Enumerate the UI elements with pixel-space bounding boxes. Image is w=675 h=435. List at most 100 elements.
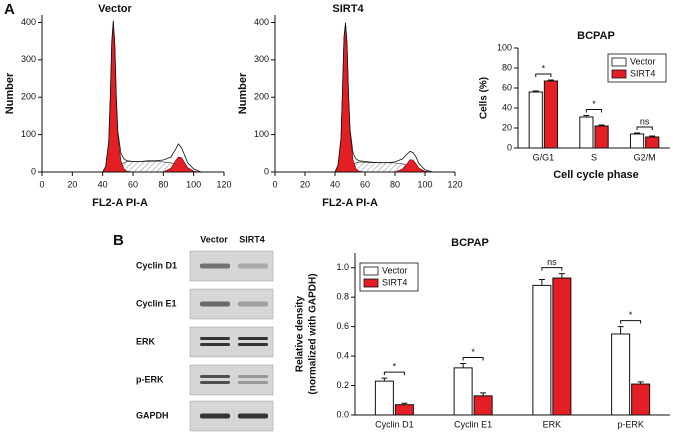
significance-bracket [585, 109, 603, 113]
y-tick-label: 200 [254, 92, 269, 102]
y-axis-label: Relative density [295, 295, 306, 372]
y-tick-label: 400 [254, 17, 269, 27]
y-tick-label: 100 [254, 129, 269, 139]
x-tick-label: 80 [158, 179, 168, 189]
bar [528, 91, 543, 149]
blot-band [238, 301, 268, 307]
blot-row-label: GAPDH [136, 410, 169, 420]
error-bar [637, 381, 644, 385]
y-axis-label: Number [237, 72, 249, 114]
bar [473, 395, 493, 416]
blot-row-label: Cyclin D1 [136, 260, 177, 270]
error-bar [401, 402, 408, 405]
y-tick-label: 0.4 [336, 350, 349, 360]
x-tick-label: 80 [390, 179, 400, 189]
bar [453, 367, 473, 416]
significance-label: ns [640, 116, 650, 126]
x-tick-label: 100 [186, 179, 201, 189]
x-tick-label: G2/M [634, 152, 656, 162]
legend-label: SIRT4 [630, 68, 655, 78]
y-tick-label: 0 [31, 166, 36, 176]
error-bar [538, 279, 545, 286]
x-axis-label: Cell cycle phase [553, 169, 639, 181]
y-tick-label: 0.6 [336, 321, 349, 331]
bar [611, 333, 631, 416]
x-tick-label: 120 [216, 179, 231, 189]
y-tick-label: 400 [21, 17, 36, 27]
chart-title: SIRT4 [332, 3, 364, 15]
y-tick-label: 0 [264, 166, 269, 176]
y-tick-label: 100 [497, 42, 512, 52]
legend-swatch [611, 57, 627, 67]
blot-band [200, 413, 230, 419]
bar [631, 383, 651, 416]
significance-label: * [629, 310, 633, 320]
error-bar [532, 90, 539, 92]
x-tick-label: 120 [447, 179, 462, 189]
blot-row-label: Cyclin E1 [136, 298, 177, 308]
error-bar [634, 132, 641, 134]
significance-label: * [471, 347, 475, 357]
y-tick-label: 200 [21, 92, 36, 102]
legend-label: SIRT4 [382, 277, 407, 287]
peak-area [334, 24, 433, 173]
x-tick-label: p-ERK [617, 419, 644, 429]
y-tick-label: 0.2 [336, 380, 349, 390]
y-tick-label: 0.8 [336, 292, 349, 302]
blot-row-label: p-ERK [136, 374, 164, 384]
blot-band [200, 337, 230, 340]
bar [579, 116, 594, 149]
significance-bracket [462, 356, 484, 361]
x-tick-label: S [591, 152, 597, 162]
blot-band [238, 337, 268, 340]
x-tick-label: 60 [360, 179, 370, 189]
blot-band [200, 263, 230, 269]
panel-label: B [113, 232, 124, 249]
chart-title: BCPAP [451, 237, 489, 249]
x-tick-label: G/G1 [533, 152, 555, 162]
y-axis-label: Cells (%) [479, 77, 490, 119]
significance-label: * [393, 362, 397, 372]
y-tick-label: 300 [254, 54, 269, 64]
y-tick-label: 20 [502, 122, 512, 132]
significance-bracket [636, 126, 653, 130]
legend-label: Vector [382, 265, 408, 275]
blot-panel [189, 364, 274, 396]
blot-band [238, 263, 268, 269]
x-tick-label: 20 [67, 179, 77, 189]
y-tick-label: 100 [21, 129, 36, 139]
blot-band [200, 343, 230, 346]
chart-title: BCPAP [577, 30, 615, 42]
blot-band [238, 375, 268, 378]
error-bar [480, 392, 487, 396]
error-bar [583, 115, 590, 117]
blot-panel [189, 326, 274, 358]
x-tick-label: 40 [98, 179, 108, 189]
error-bar [598, 124, 605, 126]
blot-column-label: Vector [200, 234, 228, 244]
y-tick-label: 0 [507, 142, 512, 152]
legend-swatch [363, 278, 379, 288]
significance-label: ns [547, 257, 557, 267]
blot-band [238, 381, 268, 384]
bar [645, 136, 660, 149]
chart-title: Vector [98, 3, 132, 15]
significance-label: * [542, 63, 546, 73]
error-bar [617, 326, 624, 334]
bar [374, 380, 394, 416]
x-tick-label: 100 [417, 179, 432, 189]
y-tick-label: 0.0 [336, 409, 349, 419]
x-tick-label: 60 [128, 179, 138, 189]
significance-bracket [535, 73, 552, 77]
bar [543, 80, 559, 149]
significance-bracket [620, 320, 642, 324]
peak-area [102, 22, 202, 173]
error-bar [547, 79, 554, 81]
legend-swatch [363, 266, 379, 276]
blot-band [238, 413, 268, 419]
y-axis-label: (normalized with GAPDH) [308, 273, 319, 394]
x-tick-label: Cyclin E1 [454, 419, 492, 429]
bar [629, 133, 645, 149]
x-tick-label: 0 [272, 179, 277, 189]
